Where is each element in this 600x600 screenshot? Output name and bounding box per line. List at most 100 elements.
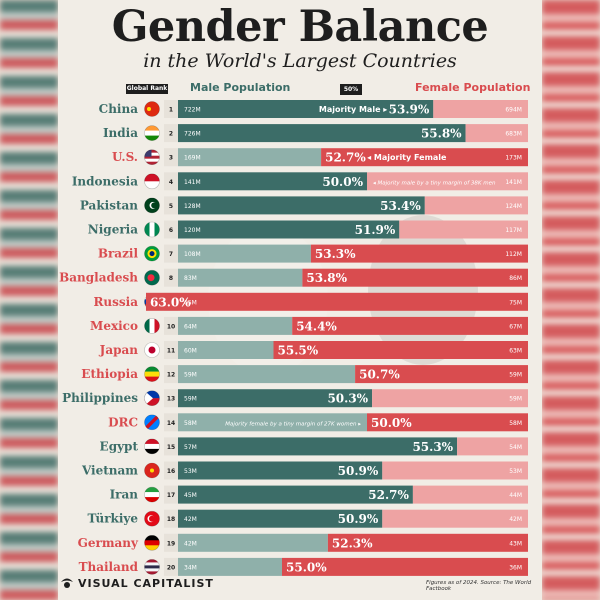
annotation: ◂ Majority Female [367, 153, 447, 162]
majority-percentage: 53.4% [380, 199, 421, 213]
flag-brazil-icon [144, 245, 160, 262]
country-label: India [103, 126, 138, 140]
male-population: 42M [184, 540, 197, 547]
majority-percentage: 50.3% [327, 392, 368, 406]
female-population: 75M [509, 299, 522, 306]
male-bar [178, 100, 434, 118]
rank-number: 8 [169, 275, 173, 282]
majority-percentage: 55.8% [421, 127, 462, 141]
male-bar [178, 148, 322, 167]
flag-china-icon [144, 101, 160, 117]
male-bar [178, 341, 274, 359]
rank-header: Global Rank [126, 84, 168, 94]
flag-japan-icon [144, 342, 160, 358]
female-population: 67M [509, 323, 522, 330]
country-label: Germany [78, 536, 139, 550]
female-bar [457, 437, 528, 456]
rank-number: 5 [169, 203, 173, 210]
female-bar [302, 268, 528, 287]
female-header: Female Population [415, 81, 531, 94]
country-label: U.S. [112, 150, 138, 164]
male-population: 169M [184, 155, 201, 162]
male-population: 42M [184, 516, 197, 523]
infographic-card: Gender Balance in the World's Largest Co… [58, 0, 542, 600]
country-label: Philippines [62, 391, 138, 405]
rank-cell [164, 268, 178, 287]
female-bar [382, 509, 528, 528]
male-bar [178, 413, 367, 432]
female-silhouette [368, 215, 478, 365]
female-bar [433, 100, 528, 118]
male-bar [178, 172, 367, 191]
male-population: 128M [184, 203, 201, 210]
rank-number: 18 [167, 516, 175, 523]
country-label: Pakistan [80, 198, 138, 212]
flag-germany-icon [144, 534, 160, 551]
rank-cell [164, 316, 178, 335]
rank-number: 11 [167, 348, 175, 355]
male-bar [178, 268, 303, 287]
majority-percentage: 51.9% [355, 223, 396, 237]
flag-thailand-icon [144, 559, 160, 575]
female-bar [321, 148, 528, 167]
male-population: 59M [184, 372, 197, 379]
majority-percentage: 52.3% [332, 536, 373, 550]
male-population: 45M [184, 492, 197, 499]
male-bar [178, 244, 311, 263]
majority-percentage: 55.0% [286, 560, 327, 574]
flag-mexico-icon [144, 318, 160, 334]
majority-percentage: 52.7% [368, 488, 409, 502]
female-population: 59M [509, 372, 522, 379]
male-population: 58M [184, 420, 197, 427]
rank-cell [164, 557, 178, 576]
midpoint-header: 50% [340, 84, 362, 95]
female-bar [273, 341, 528, 359]
rank-cell [164, 220, 178, 239]
male-population: 108M [184, 251, 201, 258]
male-bar [178, 485, 413, 504]
female-population: 124M [505, 203, 522, 210]
country-label: Iran [110, 488, 139, 502]
majority-percentage: 50.9% [338, 464, 379, 478]
rank-number: 12 [167, 372, 175, 379]
majority-percentage: 54.4% [296, 319, 337, 333]
rank-cell [164, 172, 178, 191]
page-subtitle: in the World's Largest Countries [143, 50, 457, 72]
male-bar [178, 316, 293, 335]
rank-cell [164, 533, 178, 552]
female-population: 173M [505, 155, 522, 162]
female-population: 54M [509, 444, 522, 451]
majority-percentage: 52.7% [325, 151, 366, 165]
male-bar [178, 220, 400, 239]
male-bar [178, 196, 425, 215]
female-population: 43M [509, 540, 522, 547]
rank-number: 13 [167, 396, 175, 403]
female-population: 63M [509, 348, 522, 355]
female-bar [355, 365, 528, 384]
female-population: 141M [505, 179, 522, 186]
visual-capitalist-logo-icon [60, 575, 74, 589]
female-population: 112M [505, 251, 522, 258]
male-bar [178, 124, 466, 143]
male-population: 64M [184, 323, 197, 330]
male-population: 53M [184, 468, 197, 475]
female-bar [372, 389, 528, 408]
female-bar [382, 461, 528, 480]
female-bar [412, 485, 528, 504]
rank-number: 1 [169, 107, 173, 114]
country-label: Indonesia [72, 174, 138, 188]
female-population: 44M [509, 492, 522, 499]
country-label: Nigeria [88, 223, 138, 237]
male-population: 57M [184, 444, 197, 451]
female-bar [424, 196, 528, 215]
male-bar [178, 509, 383, 528]
flag-nigeria-icon [144, 221, 160, 238]
female-population: 683M [505, 131, 522, 138]
female-bar [465, 124, 528, 143]
female-population: 117M [505, 227, 522, 234]
blurred-background-left [0, 0, 58, 600]
male-population: 59M [184, 396, 197, 403]
flag-ethiopia-icon [144, 366, 160, 382]
rank-cell [164, 485, 178, 504]
